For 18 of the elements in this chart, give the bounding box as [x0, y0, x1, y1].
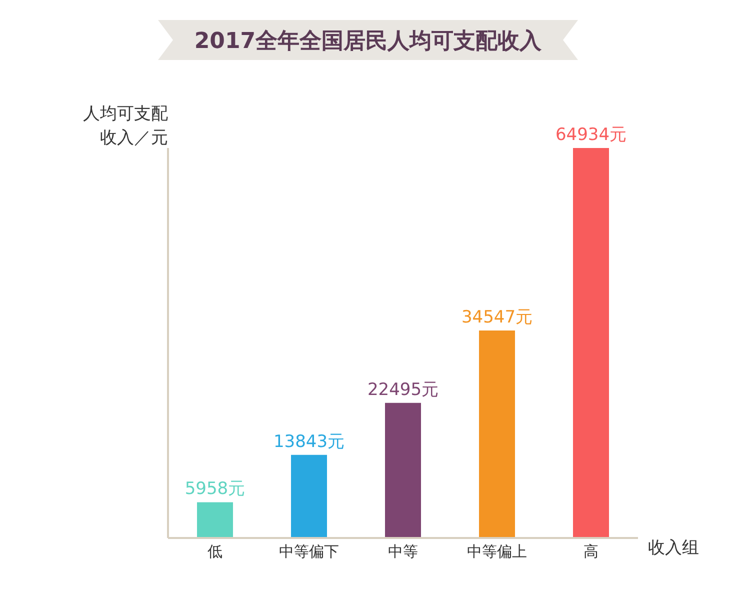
- bar: [197, 502, 233, 538]
- x-tick-label: 低: [208, 542, 222, 561]
- y-axis-title: 人均可支配收入／元: [82, 103, 168, 150]
- bar: [385, 402, 421, 538]
- bar: [573, 148, 609, 538]
- data-label: 22495元: [367, 380, 439, 400]
- x-tick-label: 中等: [388, 542, 418, 561]
- bar: [291, 454, 327, 538]
- data-label: 5958元: [184, 479, 246, 500]
- bar: [479, 330, 515, 538]
- data-label: 13843元: [273, 432, 345, 452]
- data-label: 34547元: [461, 308, 533, 328]
- chart-title: 2017全年全国居民人均可支配收入: [194, 29, 543, 54]
- x-axis-title: 收入组: [648, 537, 699, 559]
- data-label: 64934元: [555, 125, 627, 145]
- x-tick-label: 中等偏上: [467, 542, 527, 561]
- x-tick-label: 中等偏下: [279, 542, 339, 561]
- x-tick-label: 高: [584, 542, 598, 561]
